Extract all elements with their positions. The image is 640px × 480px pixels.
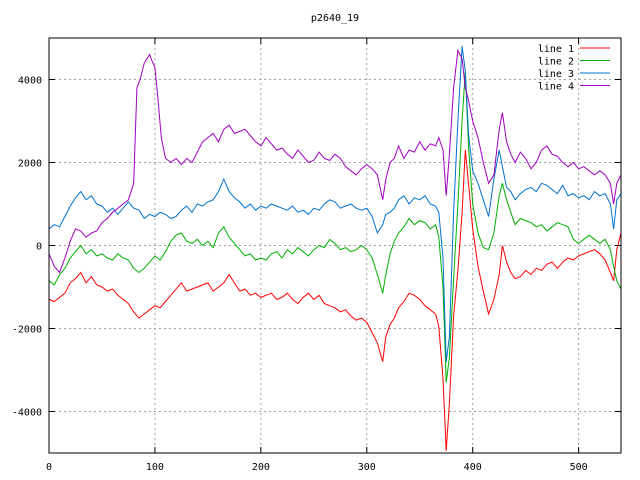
y-tick-label: -4000 [12,408,42,419]
x-tick-label: 300 [358,462,376,473]
series-line-2 [49,71,621,383]
legend-label-2: line 2 [538,57,574,68]
y-tick-label: 0 [36,242,42,253]
axis-ticks: 0 100 200 300 400 500 -4000 -2000 0 2000 4000 [12,38,621,473]
y-tick-label: 2000 [18,159,42,170]
series-line-3 [49,46,621,362]
x-tick-label: 500 [570,462,588,473]
chart-title: p2640_19 [311,13,359,24]
x-tick-label: 0 [46,462,52,473]
y-tick-label: -2000 [12,325,42,336]
grid-lines [49,38,621,453]
x-tick-label: 400 [464,462,482,473]
series-line-4 [49,48,621,274]
legend-label-3: line 3 [538,69,574,80]
y-tick-label: 4000 [18,76,42,87]
series-group [49,46,621,451]
legend-label-4: line 4 [538,82,574,93]
x-tick-label: 100 [146,462,164,473]
legend-label-1: line 1 [538,44,574,55]
x-tick-label: 200 [252,462,270,473]
series-line-1 [49,150,621,451]
